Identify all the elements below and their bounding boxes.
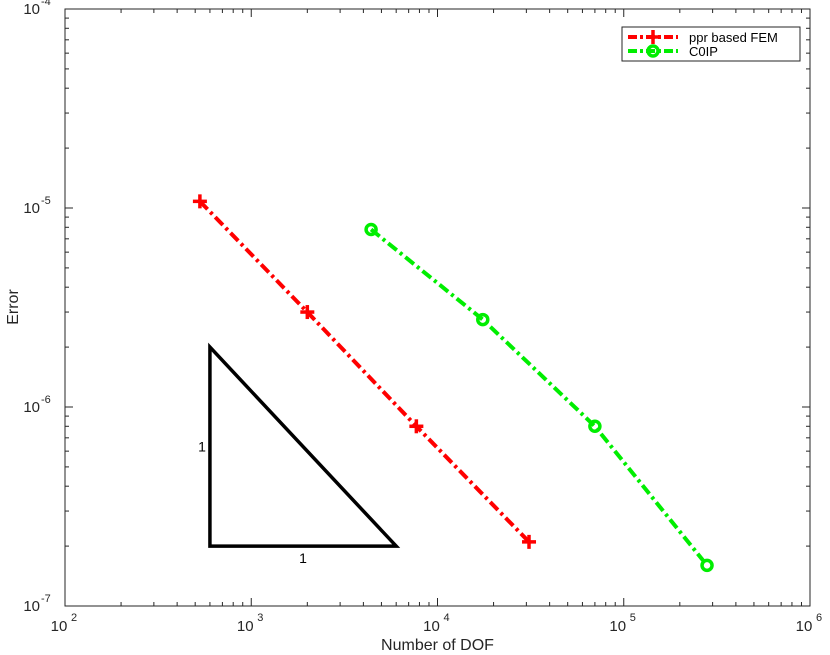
y-tick-label-exponent: -4 <box>41 0 51 8</box>
y-tick-label-exponent: -5 <box>41 195 51 207</box>
y-tick-label: 10 <box>23 598 40 615</box>
x-axis-label: Number of DOF <box>381 637 494 654</box>
legend-marker-ppr <box>646 30 660 44</box>
y-tick-label-exponent: -6 <box>41 394 51 406</box>
x-tick-label: 10 <box>423 618 440 635</box>
data-point-ppr <box>300 305 315 320</box>
slope-triangle-horizontal-label: 1 <box>299 550 307 566</box>
data-point-ppr <box>192 194 207 209</box>
data-point-ppr <box>409 419 424 434</box>
axis-ticks: 10 2 10 3 10 4 10 5 10 610 -710 -610 -510 -4 <box>23 0 822 635</box>
x-tick-label: 10 <box>51 618 68 635</box>
slope-triangle <box>208 342 401 548</box>
series-ppr <box>192 194 537 549</box>
x-tick-label-exponent: 6 <box>816 612 822 624</box>
x-tick-label-exponent: 3 <box>257 612 263 624</box>
legend-label-c0ip: C0IP <box>689 44 718 59</box>
x-tick-label: 10 <box>237 618 254 635</box>
y-axis-label: Error <box>5 289 22 325</box>
x-tick-label-exponent: 2 <box>71 612 77 624</box>
y-tick-label: 10 <box>23 399 40 416</box>
legend-marker-c0ip <box>646 44 660 58</box>
x-tick-label: 10 <box>609 618 626 635</box>
x-tick-label: 10 <box>796 618 813 635</box>
data-point-c0ip <box>476 312 490 327</box>
data-point-c0ip <box>588 419 602 434</box>
y-tick-label: 10 <box>23 200 40 217</box>
legend-label-ppr: ppr based FEM <box>689 30 778 45</box>
chart-marks: 11 <box>192 194 714 573</box>
y-tick-label: 10 <box>23 1 40 18</box>
data-point-c0ip <box>364 222 378 237</box>
series-c0ip <box>364 222 714 573</box>
x-tick-label-exponent: 4 <box>444 612 450 624</box>
slope-triangle-vertical-label: 1 <box>198 439 206 455</box>
y-tick-label-exponent: -7 <box>41 593 51 605</box>
series-line-c0ip <box>369 227 709 567</box>
legend-marker-ppr <box>646 30 660 44</box>
data-point-ppr <box>522 534 537 549</box>
plot-area <box>65 9 810 606</box>
x-tick-label-exponent: 5 <box>630 612 636 624</box>
legend: ppr based FEM C0IP <box>621 26 801 62</box>
data-point-c0ip <box>700 558 714 573</box>
legend-marker-c0ip <box>646 44 660 58</box>
